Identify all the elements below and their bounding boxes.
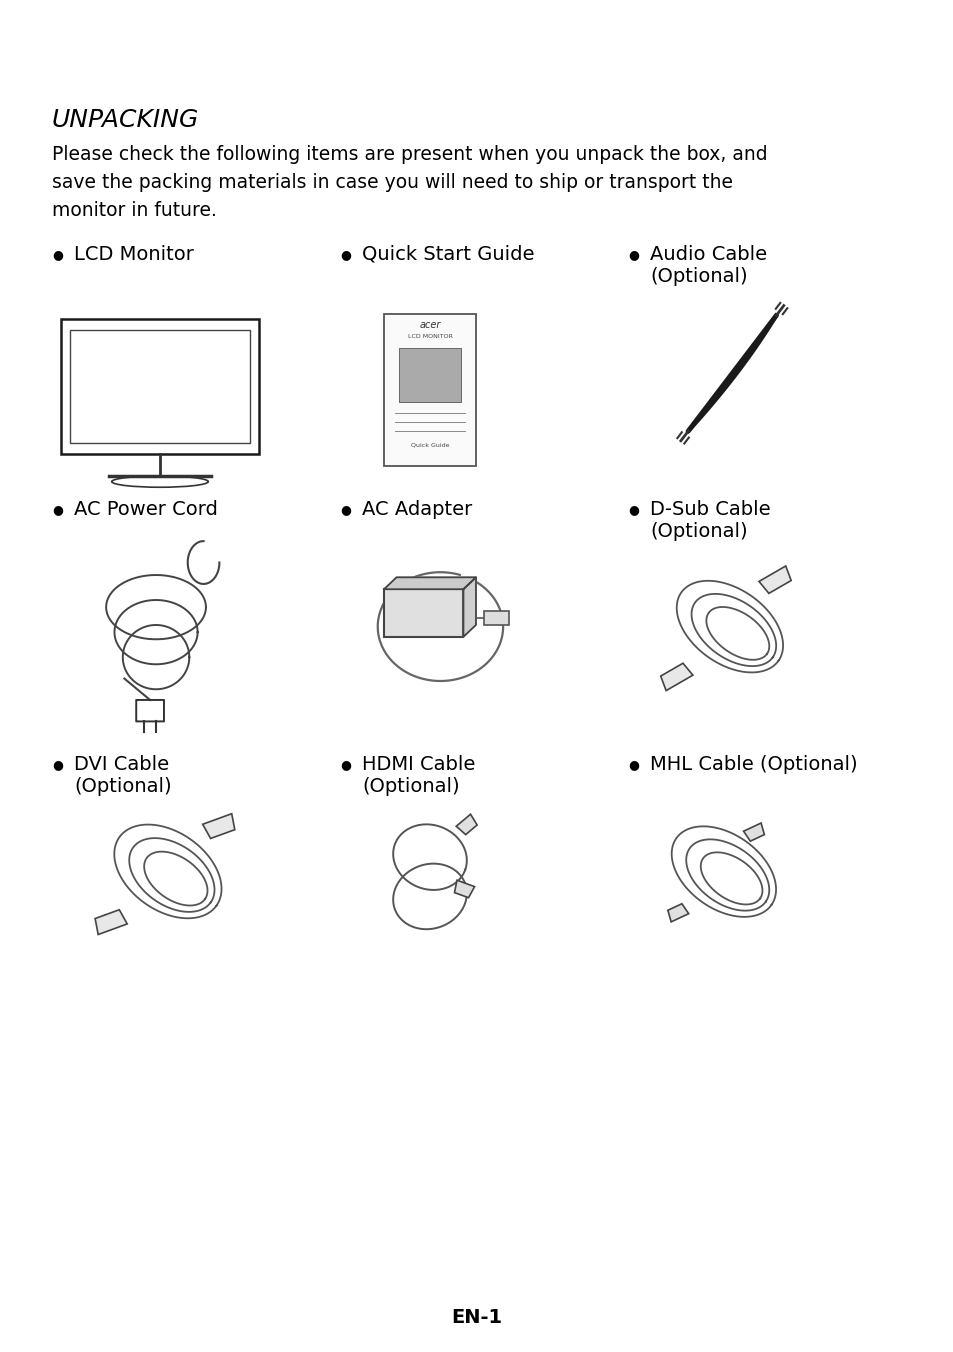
Text: MHL Cable (Optional): MHL Cable (Optional): [649, 754, 857, 773]
Text: D-Sub Cable: D-Sub Cable: [649, 500, 770, 519]
Bar: [384, 589, 463, 637]
Polygon shape: [454, 880, 474, 898]
Text: AC Adapter: AC Adapter: [361, 500, 472, 519]
Text: Please check the following items are present when you unpack the box, and
save t: Please check the following items are pre…: [52, 145, 767, 220]
Text: (Optional): (Optional): [649, 266, 747, 287]
Text: (Optional): (Optional): [361, 777, 459, 796]
Text: ●: ●: [52, 758, 63, 771]
Bar: [384, 314, 476, 466]
Polygon shape: [660, 664, 692, 691]
Text: Audio Cable: Audio Cable: [649, 245, 766, 264]
Text: ●: ●: [52, 503, 63, 516]
Polygon shape: [456, 814, 476, 834]
Bar: [70, 330, 250, 443]
Text: Quick Start Guide: Quick Start Guide: [361, 245, 534, 264]
Text: ●: ●: [339, 503, 351, 516]
Text: ●: ●: [339, 247, 351, 261]
Polygon shape: [463, 577, 476, 637]
Text: DVI Cable: DVI Cable: [74, 754, 169, 773]
Bar: [484, 611, 509, 625]
Text: ●: ●: [339, 758, 351, 771]
Text: ●: ●: [52, 247, 63, 261]
Text: EN-1: EN-1: [451, 1307, 502, 1328]
Text: (Optional): (Optional): [74, 777, 172, 796]
Polygon shape: [742, 823, 763, 841]
Text: LCD Monitor: LCD Monitor: [74, 245, 193, 264]
Bar: [61, 319, 259, 453]
Text: HDMI Cable: HDMI Cable: [361, 754, 475, 773]
Text: ●: ●: [627, 503, 639, 516]
Polygon shape: [667, 903, 688, 922]
Text: AC Power Cord: AC Power Cord: [74, 500, 217, 519]
Polygon shape: [384, 577, 476, 589]
Polygon shape: [95, 910, 127, 934]
Text: ●: ●: [627, 758, 639, 771]
Text: acer: acer: [419, 320, 440, 330]
Text: UNPACKING: UNPACKING: [52, 108, 199, 132]
Bar: [398, 347, 460, 402]
Text: Quick Guide: Quick Guide: [411, 442, 449, 448]
Polygon shape: [759, 566, 790, 594]
Polygon shape: [202, 814, 234, 838]
Text: LCD MONITOR: LCD MONITOR: [407, 334, 452, 339]
Text: ●: ●: [627, 247, 639, 261]
Text: (Optional): (Optional): [649, 522, 747, 541]
